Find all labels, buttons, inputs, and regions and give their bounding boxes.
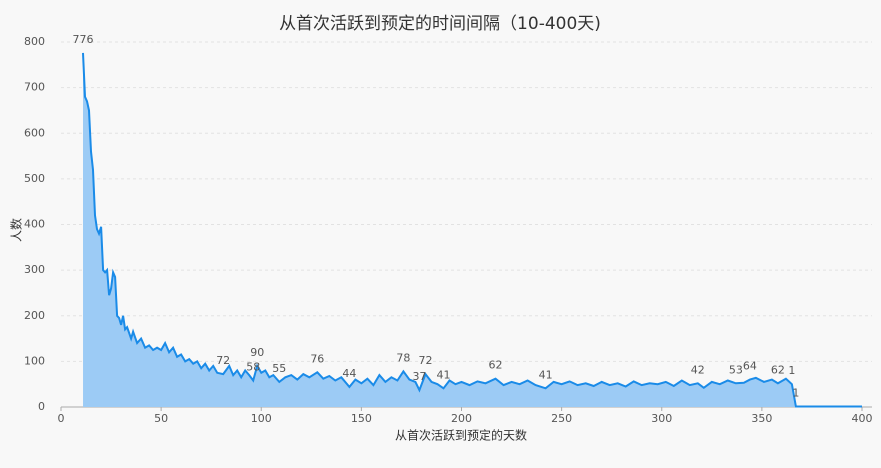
chart-title: 从首次活跃到预定的时间间隔（10-400天) [279,14,601,34]
data-label: 64 [743,360,757,373]
data-label: 62 [771,363,785,376]
x-tick-label: 200 [451,412,472,425]
data-label: 72 [418,354,432,367]
y-tick-label: 300 [24,263,45,276]
data-label: 55 [272,362,286,375]
data-label: 37 [412,370,426,383]
data-label: 72 [216,354,230,367]
y-tick-label: 100 [24,354,45,367]
y-tick-label: 800 [24,35,45,48]
data-label: 53 [729,363,743,376]
y-tick-label: 200 [24,309,45,322]
x-tick-label: 0 [58,412,65,425]
line [82,52,862,408]
data-label: 41 [539,368,553,381]
x-tick-label: 350 [751,412,772,425]
data-label: 58 [246,361,260,374]
x-axis-label: 从首次活跃到预定的天数 [395,428,527,443]
x-tick-label: 400 [852,412,873,425]
data-label: 78 [396,351,410,364]
x-tick-label: 50 [154,412,168,425]
data-label: 42 [691,363,705,376]
x-tick-label: 100 [251,412,272,425]
area [83,52,862,408]
x-tick-label: 300 [651,412,672,425]
data-label: 776 [73,33,94,46]
data-label: 62 [489,359,503,372]
y-tick-label: 700 [24,81,45,94]
y-tick-label: 0 [38,400,45,413]
y-tick-label: 400 [24,218,45,231]
x-tick-label: 250 [551,412,572,425]
data-label: 1 [788,364,795,377]
y-tick-label: 600 [24,126,45,139]
data-label: 41 [436,368,450,381]
y-axis-label: 人数 [9,218,24,242]
data-label: 90 [250,346,264,359]
data-label: 1 [792,387,799,400]
data-label: 44 [342,367,356,380]
data-label: 76 [310,352,324,365]
x-tick-label: 150 [351,412,372,425]
y-tick-label: 500 [24,172,45,185]
